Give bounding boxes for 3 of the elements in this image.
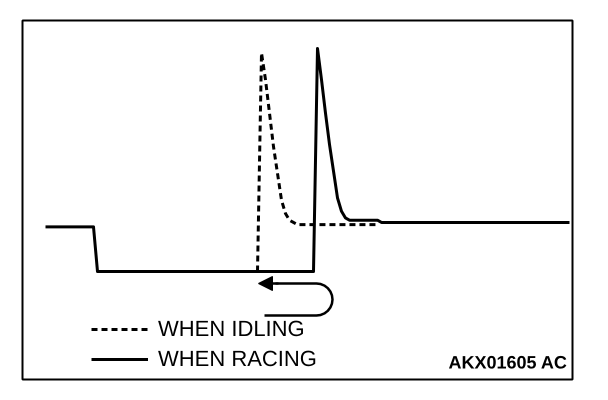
legend-label: WHEN IDLING (158, 316, 305, 342)
text: AKX01605 AC (448, 352, 567, 372)
legend-label: WHEN RACING (158, 346, 317, 372)
